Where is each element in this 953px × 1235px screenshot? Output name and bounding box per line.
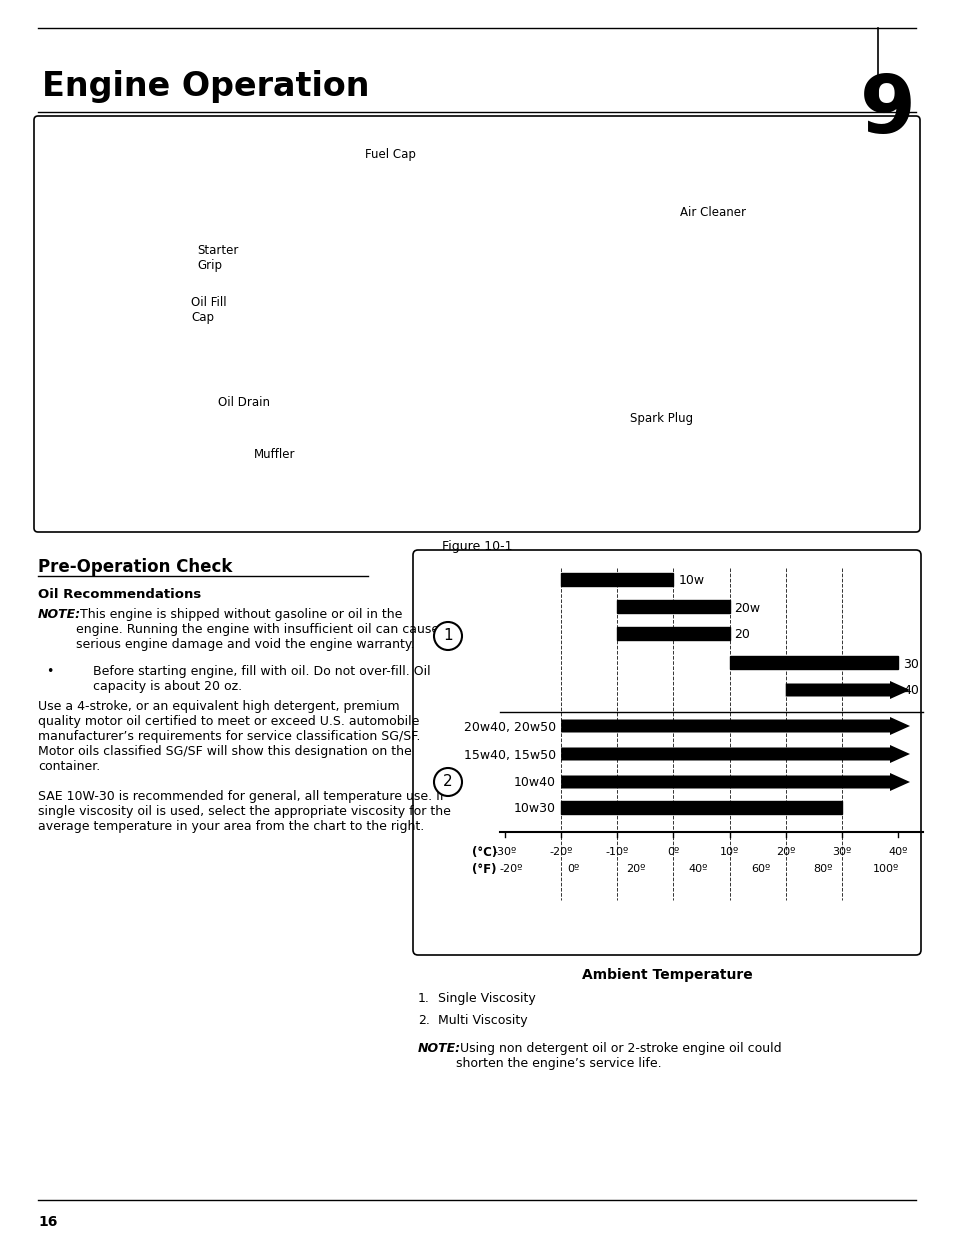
Text: 40: 40 bbox=[902, 684, 918, 698]
Text: 30º: 30º bbox=[831, 847, 851, 857]
Text: 20w: 20w bbox=[734, 601, 760, 615]
Text: 16: 16 bbox=[38, 1215, 57, 1229]
Text: NOTE:: NOTE: bbox=[38, 608, 81, 621]
Text: •: • bbox=[46, 664, 53, 678]
Text: 9: 9 bbox=[860, 72, 915, 149]
Text: Fuel Cap: Fuel Cap bbox=[364, 148, 415, 161]
Text: Using non detergent oil or 2-stroke engine oil could
shorten the engine’s servic: Using non detergent oil or 2-stroke engi… bbox=[456, 1042, 781, 1070]
Text: 100º: 100º bbox=[872, 864, 898, 874]
Text: Use a 4-stroke, or an equivalent high detergent, premium
quality motor oil certi: Use a 4-stroke, or an equivalent high de… bbox=[38, 700, 420, 773]
Text: Oil Fill
Cap: Oil Fill Cap bbox=[191, 296, 227, 324]
Text: -10º: -10º bbox=[605, 847, 628, 857]
Text: 10w30: 10w30 bbox=[514, 803, 556, 815]
FancyArrow shape bbox=[785, 680, 909, 699]
Text: 40º: 40º bbox=[688, 864, 707, 874]
Text: Figure 10-1: Figure 10-1 bbox=[441, 540, 512, 553]
Text: Before starting engine, fill with oil. Do not over-fill. Oil
capacity is about 2: Before starting engine, fill with oil. D… bbox=[92, 664, 430, 693]
Text: This engine is shipped without gasoline or oil in the
engine. Running the engine: This engine is shipped without gasoline … bbox=[76, 608, 438, 651]
Text: Oil Drain: Oil Drain bbox=[218, 396, 270, 409]
Bar bbox=[560, 802, 841, 814]
Text: Pre-Operation Check: Pre-Operation Check bbox=[38, 558, 233, 576]
Text: 0º: 0º bbox=[567, 864, 579, 874]
FancyArrow shape bbox=[560, 745, 909, 763]
Text: 1: 1 bbox=[443, 629, 453, 643]
Text: 15w40, 15w50: 15w40, 15w50 bbox=[463, 748, 556, 762]
Text: 10w: 10w bbox=[678, 574, 704, 588]
Bar bbox=[560, 573, 673, 585]
Bar bbox=[617, 627, 729, 640]
Text: 20º: 20º bbox=[775, 847, 795, 857]
FancyBboxPatch shape bbox=[34, 116, 919, 532]
Bar bbox=[617, 600, 729, 613]
Text: Spark Plug: Spark Plug bbox=[629, 412, 693, 425]
Text: 40º: 40º bbox=[887, 847, 906, 857]
FancyBboxPatch shape bbox=[413, 550, 920, 955]
Text: Ambient Temperature: Ambient Temperature bbox=[581, 968, 752, 982]
FancyArrow shape bbox=[560, 718, 909, 735]
Circle shape bbox=[434, 622, 461, 650]
Text: Multi Viscosity: Multi Viscosity bbox=[437, 1014, 527, 1028]
Text: 80º: 80º bbox=[813, 864, 832, 874]
Text: NOTE:: NOTE: bbox=[417, 1042, 460, 1055]
Text: Engine Operation: Engine Operation bbox=[42, 70, 369, 103]
Text: Single Viscosity: Single Viscosity bbox=[437, 992, 536, 1005]
Text: SAE 10W-30 is recommended for general, all temperature use. If
single viscosity : SAE 10W-30 is recommended for general, a… bbox=[38, 790, 451, 832]
Text: 60º: 60º bbox=[751, 864, 770, 874]
Text: (°F): (°F) bbox=[472, 863, 497, 876]
Text: -20º: -20º bbox=[499, 864, 522, 874]
FancyArrow shape bbox=[560, 773, 909, 790]
Text: (°C): (°C) bbox=[471, 846, 497, 860]
Text: 1.: 1. bbox=[417, 992, 430, 1005]
Text: 10º: 10º bbox=[720, 847, 739, 857]
Text: 20º: 20º bbox=[625, 864, 645, 874]
Text: 2.: 2. bbox=[417, 1014, 430, 1028]
Text: 10w40: 10w40 bbox=[514, 777, 556, 789]
Text: -30º: -30º bbox=[493, 847, 517, 857]
Text: 20: 20 bbox=[734, 629, 750, 641]
Text: 20w40, 20w50: 20w40, 20w50 bbox=[463, 720, 556, 734]
Text: Oil Recommendations: Oil Recommendations bbox=[38, 588, 201, 601]
Text: Muffler: Muffler bbox=[253, 448, 295, 461]
Text: 2: 2 bbox=[443, 774, 453, 789]
Bar bbox=[729, 656, 897, 669]
Text: 30: 30 bbox=[902, 657, 918, 671]
Text: Air Cleaner: Air Cleaner bbox=[679, 206, 745, 219]
Text: -20º: -20º bbox=[549, 847, 572, 857]
Circle shape bbox=[434, 768, 461, 797]
Text: 0º: 0º bbox=[666, 847, 679, 857]
Text: Starter
Grip: Starter Grip bbox=[196, 245, 238, 272]
